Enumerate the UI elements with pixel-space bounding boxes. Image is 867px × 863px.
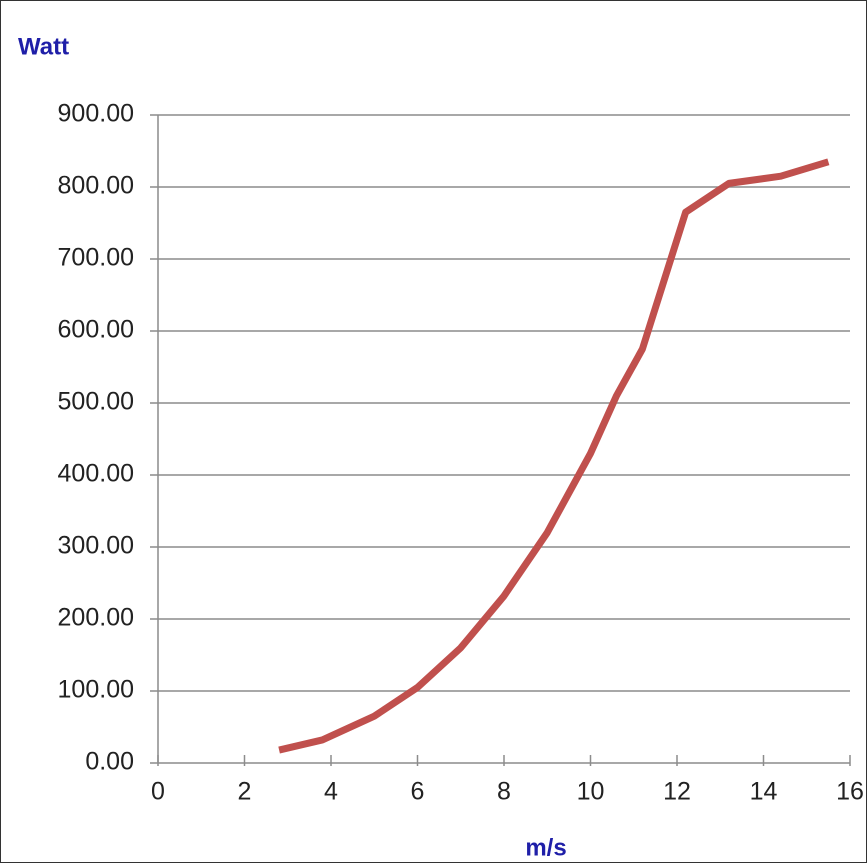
x-tick-label: 10 (577, 778, 605, 806)
x-axis-title: m/s (525, 834, 566, 861)
y-tick-label: 200.00 (58, 604, 134, 632)
y-tick-label: 100.00 (58, 676, 134, 704)
y-tick-label: 700.00 (58, 244, 134, 272)
y-tick-label: 900.00 (58, 100, 134, 128)
y-tick-label: 300.00 (58, 532, 134, 560)
y-tick-label: 500.00 (58, 388, 134, 416)
x-tick-label: 8 (497, 778, 511, 806)
y-tick-label: 400.00 (58, 460, 134, 488)
y-tick-label: 0.00 (85, 748, 134, 776)
x-tick-label: 4 (324, 778, 338, 806)
x-tick-label: 12 (663, 778, 691, 806)
y-tick-label: 800.00 (58, 172, 134, 200)
x-tick-label: 14 (750, 778, 778, 806)
x-tick-label: 2 (238, 778, 252, 806)
x-tick-label: 6 (411, 778, 425, 806)
data-line (278, 158, 830, 754)
y-tick-label: 600.00 (58, 316, 134, 344)
x-tick-label: 0 (151, 778, 165, 806)
x-tick-label: 16 (836, 778, 864, 806)
y-axis-title: Watt (18, 33, 69, 60)
